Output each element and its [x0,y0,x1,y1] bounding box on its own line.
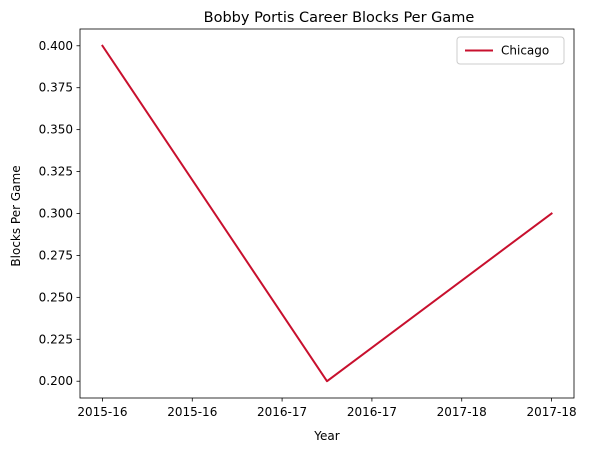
y-tick-label: 0.350 [39,123,73,137]
y-tick-label: 0.225 [39,332,73,346]
y-axis-label: Blocks Per Game [9,165,23,266]
y-tick-label: 0.275 [39,248,73,262]
plot-area [79,28,575,399]
x-axis: 2015-16 2015-16 2016-17 2016-17 2017-18 2017-… [77,398,577,419]
y-axis: 0.200 0.225 0.250 0.275 0.300 0.325 0.350 0.375… [39,39,80,388]
series-line-0 [101,44,553,383]
x-axis-label: Year [313,429,339,443]
legend-box [456,36,565,65]
x-tick-label: 2016-17 [257,405,307,419]
y-tick-label: 0.250 [39,290,73,304]
legend: Chicago [456,36,565,65]
plot-frame [79,28,575,399]
y-tick-label: 0.325 [39,165,73,179]
x-tick-label: 2016-17 [347,405,397,419]
x-tick-label: 2017-18 [437,405,487,419]
legend-label: Chicago [501,44,549,58]
x-tick-label: 2017-18 [526,405,576,419]
y-tick-label: 0.300 [39,207,73,221]
y-tick-label: 0.375 [39,81,73,95]
x-tick-label: 2015-16 [77,405,127,419]
chart-title: Bobby Portis Career Blocks Per Game [204,10,475,26]
x-tick-label: 2015-16 [167,405,217,419]
y-tick-label: 0.400 [39,39,73,53]
y-tick-label: 0.200 [39,374,73,388]
